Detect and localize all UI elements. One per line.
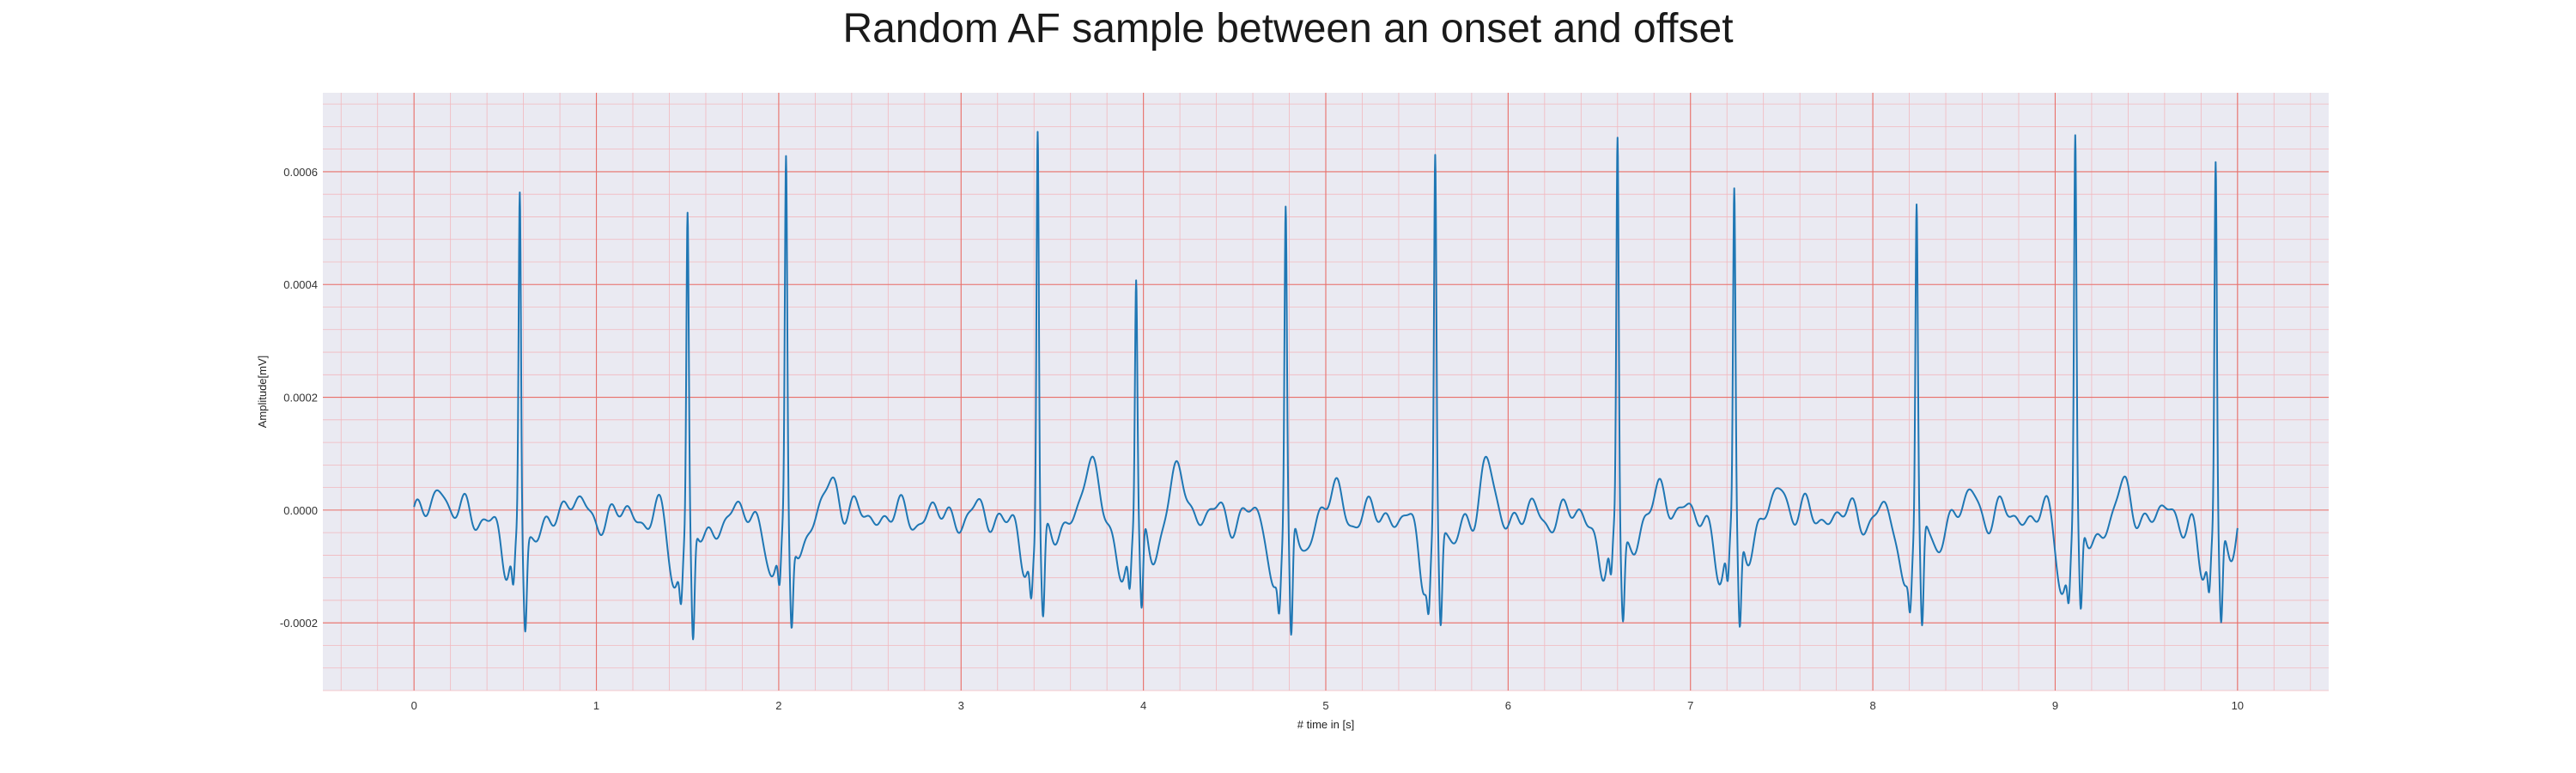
x-tick-label: 7	[1687, 699, 1693, 712]
x-tick-label: 3	[958, 699, 964, 712]
y-tick-label: 0.0000	[283, 504, 318, 517]
x-tick-label: 8	[1869, 699, 1875, 712]
y-tick-label: 0.0002	[283, 392, 318, 405]
x-tick-label: 4	[1140, 699, 1146, 712]
x-tick-label: 10	[2232, 699, 2244, 712]
x-tick-label: 2	[775, 699, 781, 712]
y-axis-ticks: -0.0002 0.0000 0.0002 0.0004 0.0006	[280, 166, 318, 630]
x-tick-label: 1	[593, 699, 599, 712]
x-axis-ticks: 0 1 2 3 4 5 6 7 8 9 10	[411, 699, 2244, 712]
x-tick-label: 5	[1322, 699, 1328, 712]
y-tick-label: -0.0002	[280, 617, 318, 630]
x-tick-label: 9	[2052, 699, 2058, 712]
x-tick-label: 0	[411, 699, 417, 712]
x-tick-label: 6	[1505, 699, 1511, 712]
y-tick-label: 0.0006	[283, 166, 318, 179]
x-axis-label: # time in [s]	[1297, 718, 1354, 731]
y-axis-label: Amplitude[mV]	[256, 356, 269, 429]
y-tick-label: 0.0004	[283, 278, 318, 291]
